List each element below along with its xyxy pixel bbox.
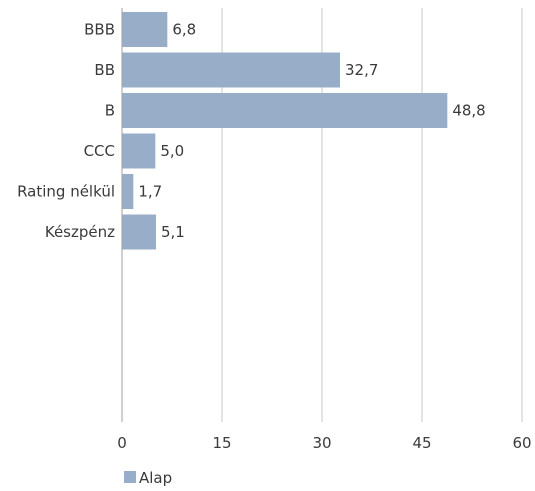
bars (122, 12, 447, 250)
x-tick-label-15: 15 (212, 434, 231, 452)
category-label-2: B (105, 102, 115, 120)
legend: Alap (124, 469, 172, 487)
x-tick-label-30: 30 (312, 434, 331, 452)
legend-swatch (124, 471, 136, 483)
bar-0 (122, 12, 167, 47)
x-tick-label-45: 45 (412, 434, 431, 452)
bar-5 (122, 215, 156, 250)
category-label-3: CCC (84, 142, 115, 160)
bar-2 (122, 93, 447, 128)
bar-4 (122, 174, 133, 209)
category-label-4: Rating nélkül (17, 183, 115, 201)
category-label-1: BB (94, 61, 115, 79)
category-label-5: Készpénz (45, 223, 115, 241)
value-label-3: 5,0 (160, 142, 184, 160)
bar-3 (122, 134, 155, 169)
category-label-0: BBB (84, 21, 115, 39)
x-tick-label-60: 60 (512, 434, 531, 452)
value-label-0: 6,8 (172, 21, 196, 39)
bar-1 (122, 53, 340, 88)
value-label-2: 48,8 (452, 102, 485, 120)
value-label-5: 5,1 (161, 223, 185, 241)
value-label-4: 1,7 (138, 183, 162, 201)
value-label-1: 32,7 (345, 61, 378, 79)
legend-label: Alap (139, 469, 172, 487)
x-tick-label-0: 0 (117, 434, 127, 452)
